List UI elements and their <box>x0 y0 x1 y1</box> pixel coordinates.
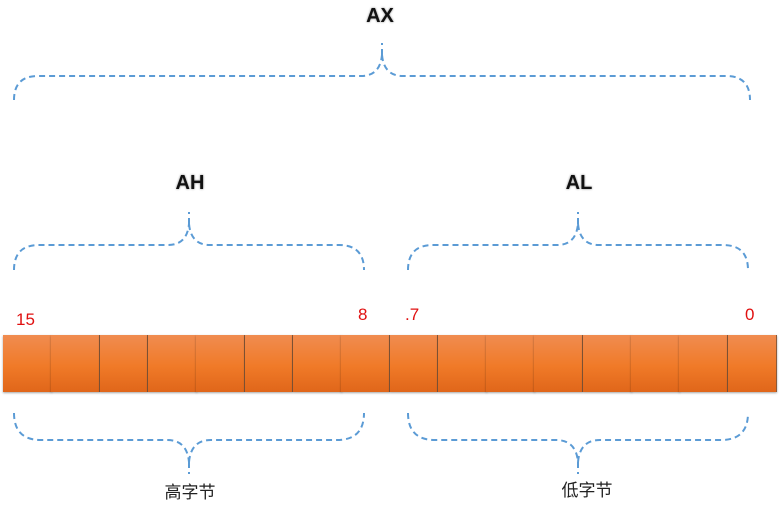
bit-cell-6 <box>437 335 487 392</box>
bit-cell-8 <box>341 335 390 392</box>
bit-cell-5 <box>486 335 535 392</box>
bit-cell-1 <box>679 335 729 392</box>
bit-cell-0 <box>727 335 777 392</box>
bit-cell-14 <box>51 335 101 392</box>
brace-low-byte <box>407 412 749 474</box>
bit-cell-7 <box>389 335 439 392</box>
bit-label-7: .7 <box>405 305 420 324</box>
brace-ah <box>13 212 365 271</box>
label-ah: AH <box>175 172 205 194</box>
bit-cell-9 <box>292 335 342 392</box>
bit-cell-10 <box>244 335 294 392</box>
label-ax: AX <box>366 5 394 27</box>
bit-cell-13 <box>99 335 149 392</box>
label-al: AL <box>565 172 593 194</box>
bit-label-0: 0 <box>745 305 755 324</box>
bit-cell-4 <box>534 335 584 392</box>
bit-cell-3 <box>582 335 632 392</box>
brace-al <box>407 212 749 271</box>
label-high-byte: 高字节 <box>164 483 216 503</box>
brace-high-byte <box>13 412 365 474</box>
bit-cell-2 <box>631 335 680 392</box>
bit-cell-11 <box>196 335 246 392</box>
bit-label-8: 8 <box>358 305 368 324</box>
bit-label-15: 15 <box>16 310 35 329</box>
brace-ax <box>13 43 751 101</box>
label-low-byte: 低字节 <box>561 481 613 501</box>
bit-cell-12 <box>147 335 197 392</box>
bit-cell-15 <box>3 335 52 392</box>
